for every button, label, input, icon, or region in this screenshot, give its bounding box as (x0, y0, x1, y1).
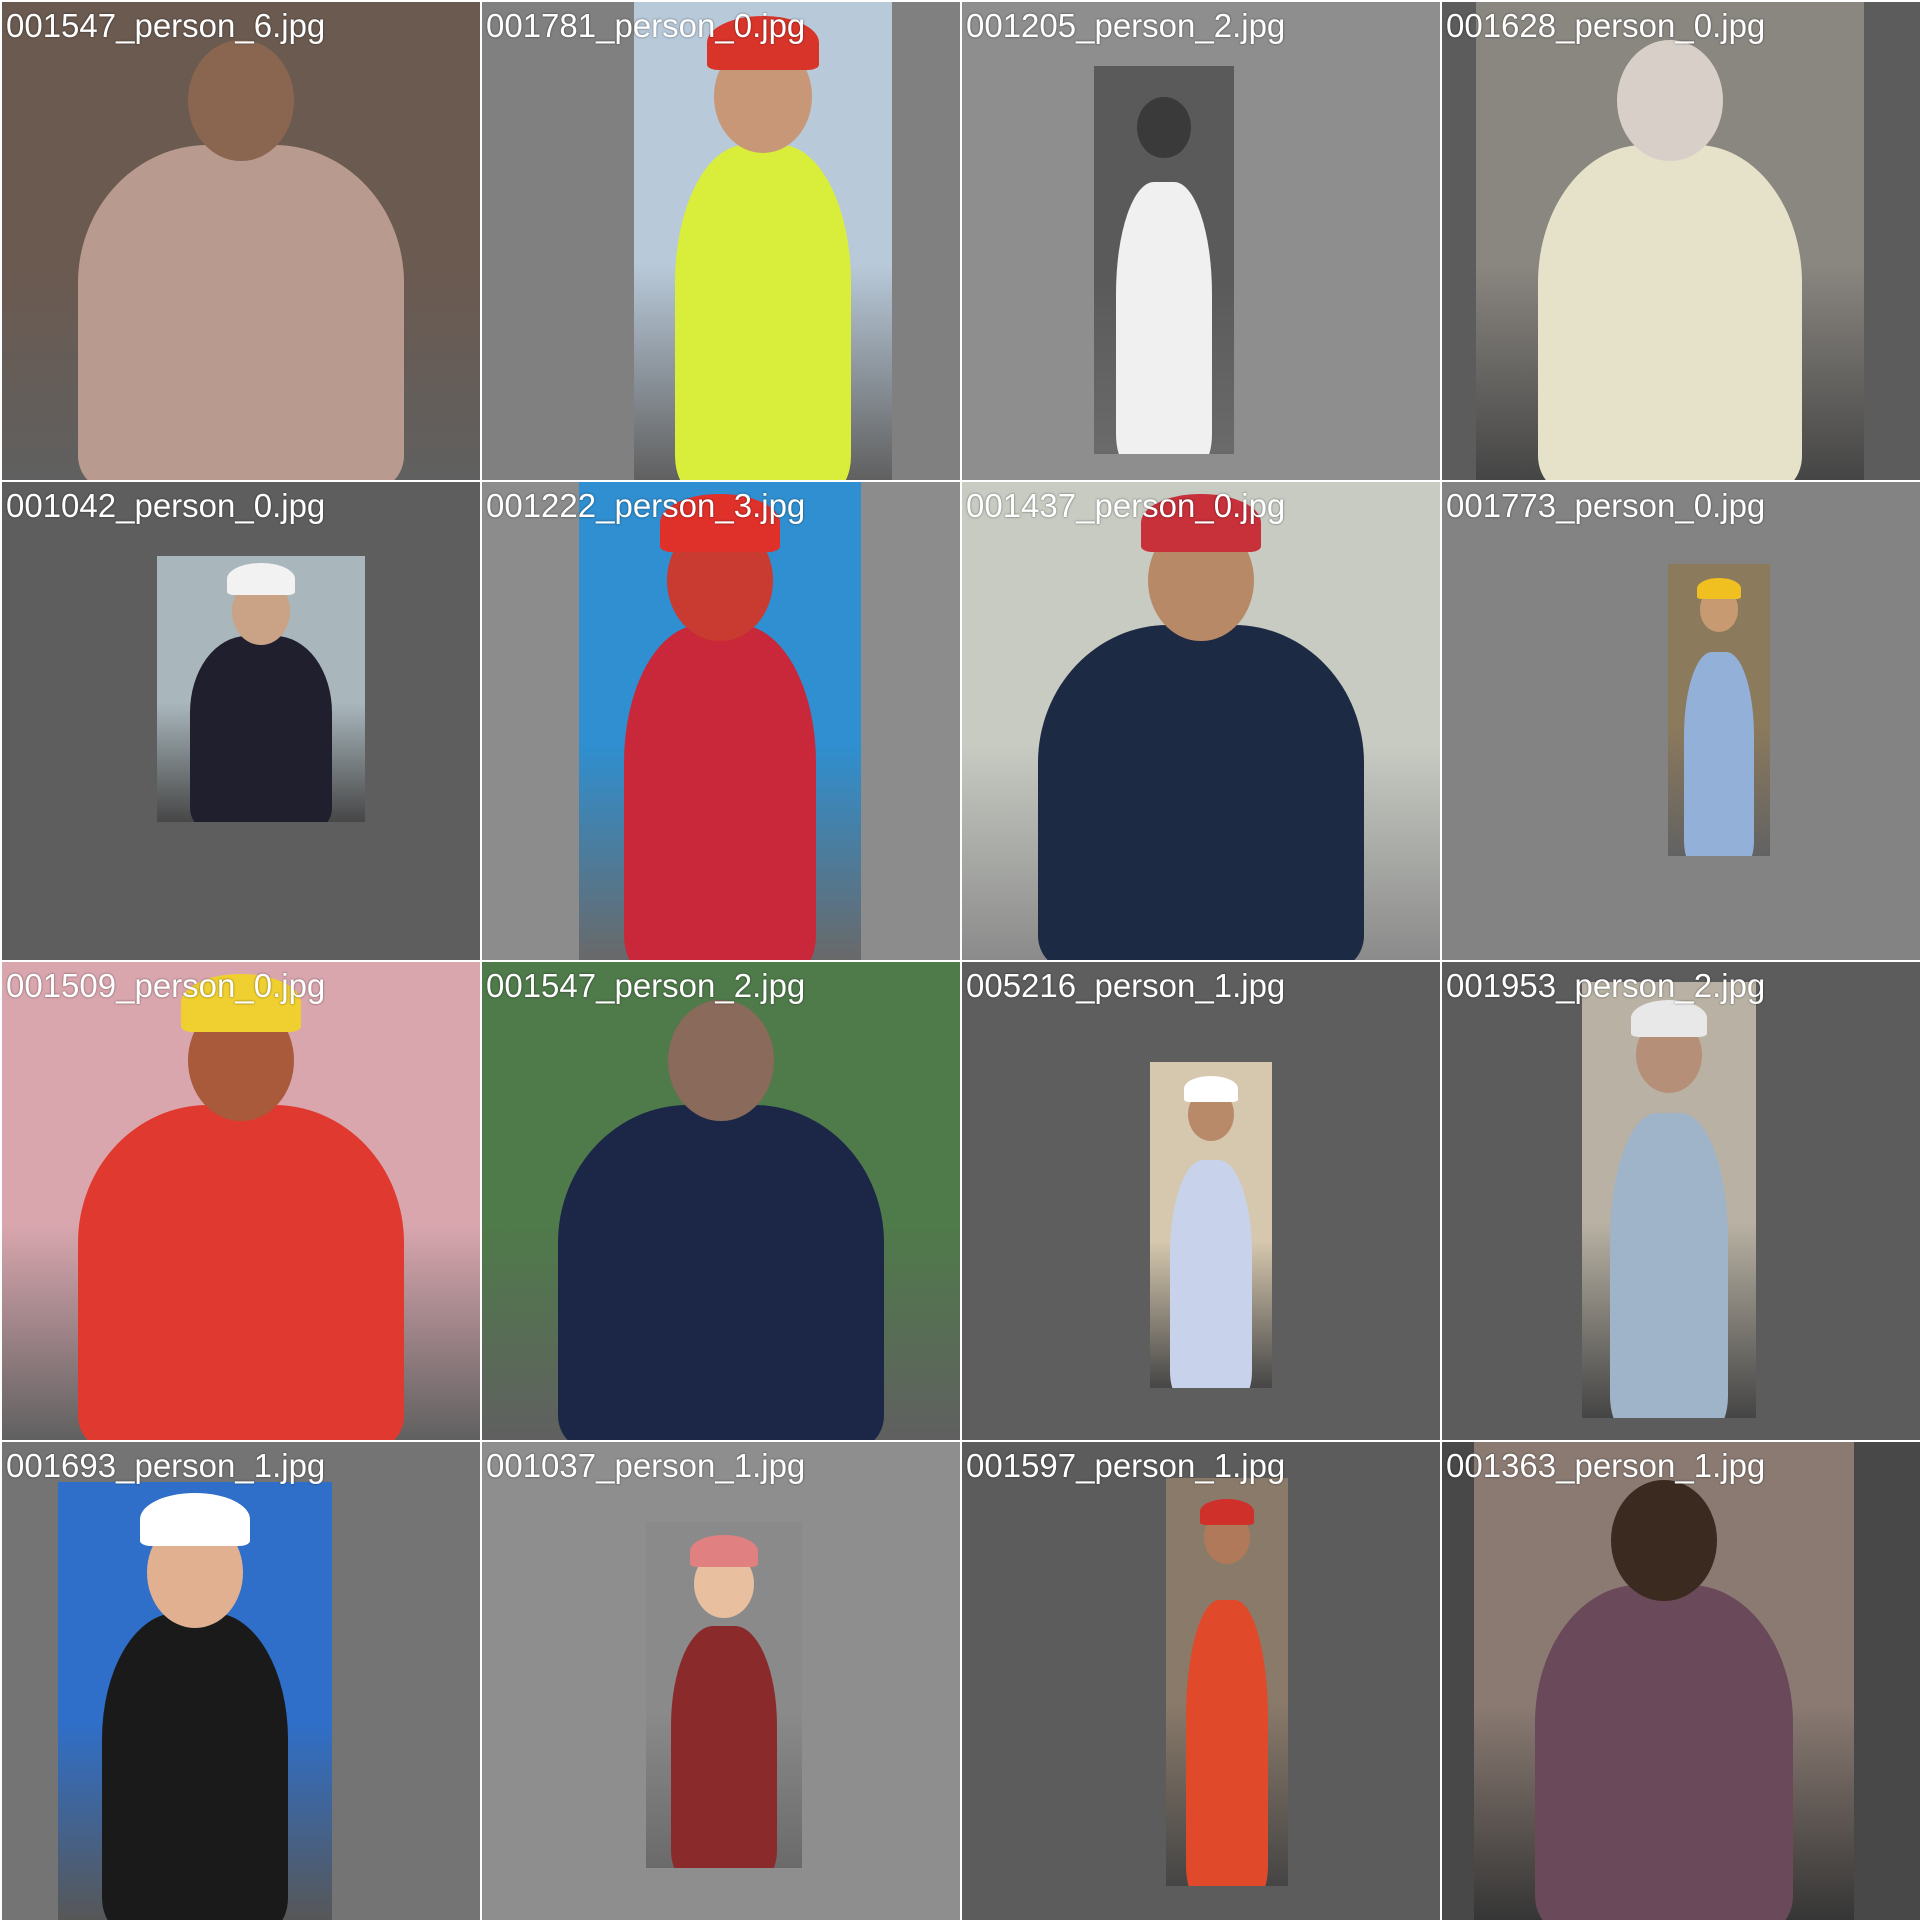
filename-label: 001042_person_0.jpg (6, 487, 326, 524)
person-crop-image (579, 482, 861, 960)
person-head (668, 1000, 774, 1122)
person-crop-image (1150, 1062, 1272, 1388)
person-crop-image (1166, 1478, 1288, 1886)
filename-label: 001222_person_3.jpg (486, 487, 806, 524)
person-thumbnail[interactable]: 001363_person_1.jpg (1442, 1442, 1920, 1920)
person-body (624, 625, 816, 960)
person-body (1609, 1112, 1729, 1418)
person-body (1538, 145, 1802, 480)
filename-label: 001547_person_2.jpg (486, 967, 806, 1004)
person-crop-image (646, 1522, 802, 1868)
person-crop-image (58, 1482, 332, 1920)
hardhat (1630, 1000, 1707, 1037)
hardhat (139, 1492, 251, 1546)
person-crop-image (1582, 982, 1756, 1418)
filename-label: 001363_person_1.jpg (1446, 1447, 1766, 1484)
person-thumbnail[interactable]: 001205_person_2.jpg (962, 2, 1440, 480)
person-body (1169, 1159, 1253, 1388)
person-body (670, 1625, 778, 1868)
person-body (1534, 1585, 1794, 1920)
person-head (188, 40, 294, 162)
hardhat (1140, 493, 1262, 552)
hardhat (227, 562, 295, 595)
person-crop-image (962, 482, 1440, 960)
person-crop-image (1476, 2, 1864, 480)
person-thumbnail[interactable]: 001547_person_6.jpg (2, 2, 480, 480)
person-thumbnail[interactable]: 001437_person_0.jpg (962, 482, 1440, 960)
person-body (1116, 182, 1212, 454)
person-crop-image (1094, 66, 1234, 454)
person-thumbnail[interactable]: 001628_person_0.jpg (1442, 2, 1920, 480)
person-body (1684, 651, 1754, 856)
person-head (1611, 1480, 1717, 1602)
person-body (558, 1105, 884, 1440)
person-head (1137, 97, 1191, 159)
filename-label: 001037_person_1.jpg (486, 1447, 806, 1484)
filename-label: 001781_person_0.jpg (486, 7, 806, 44)
person-thumbnail[interactable]: 001953_person_2.jpg (1442, 962, 1920, 1440)
person-body (1038, 625, 1364, 960)
hardhat (1184, 1076, 1238, 1102)
person-body (1185, 1600, 1269, 1886)
filename-label: 001693_person_1.jpg (6, 1447, 326, 1484)
person-thumbnail[interactable]: 001222_person_3.jpg (482, 482, 960, 960)
person-thumbnail[interactable]: 005216_person_1.jpg (962, 962, 1440, 1440)
person-body (78, 145, 404, 480)
person-thumbnail[interactable]: 001773_person_0.jpg (1442, 482, 1920, 960)
person-crop-image (1474, 1442, 1854, 1920)
person-crop-image (2, 962, 480, 1440)
hardhat (1200, 1499, 1254, 1525)
person-thumbnail[interactable]: 001547_person_2.jpg (482, 962, 960, 1440)
filename-label: 005216_person_1.jpg (966, 967, 1286, 1004)
filename-label: 001953_person_2.jpg (1446, 967, 1766, 1004)
person-body (675, 145, 851, 480)
person-thumbnail[interactable]: 001781_person_0.jpg (482, 2, 960, 480)
hardhat (180, 973, 302, 1032)
person-thumbnail[interactable]: 001597_person_1.jpg (962, 1442, 1440, 1920)
filename-label: 001437_person_0.jpg (966, 487, 1286, 524)
hardhat (689, 1534, 759, 1568)
filename-label: 001205_person_2.jpg (966, 7, 1286, 44)
person-thumbnail[interactable]: 001037_person_1.jpg (482, 1442, 960, 1920)
person-body (101, 1613, 289, 1920)
person-crop-image (634, 2, 892, 480)
hardhat (706, 15, 820, 70)
person-crop-image (2, 2, 480, 480)
person-thumbnail[interactable]: 001509_person_0.jpg (2, 962, 480, 1440)
person-head (1617, 40, 1723, 162)
person-crop-image (157, 556, 365, 822)
filename-label: 001628_person_0.jpg (1446, 7, 1766, 44)
hardhat (659, 493, 781, 552)
filename-label: 001773_person_0.jpg (1446, 487, 1766, 524)
person-body (190, 635, 332, 822)
person-thumbnail[interactable]: 001693_person_1.jpg (2, 1442, 480, 1920)
person-body (78, 1105, 404, 1440)
hardhat (1696, 577, 1742, 599)
filename-label: 001547_person_6.jpg (6, 7, 326, 44)
person-crop-image (482, 962, 960, 1440)
person-crop-image (1668, 564, 1770, 856)
filename-label: 001509_person_0.jpg (6, 967, 326, 1004)
filename-label: 001597_person_1.jpg (966, 1447, 1286, 1484)
person-thumbnail[interactable]: 001042_person_0.jpg (2, 482, 480, 960)
